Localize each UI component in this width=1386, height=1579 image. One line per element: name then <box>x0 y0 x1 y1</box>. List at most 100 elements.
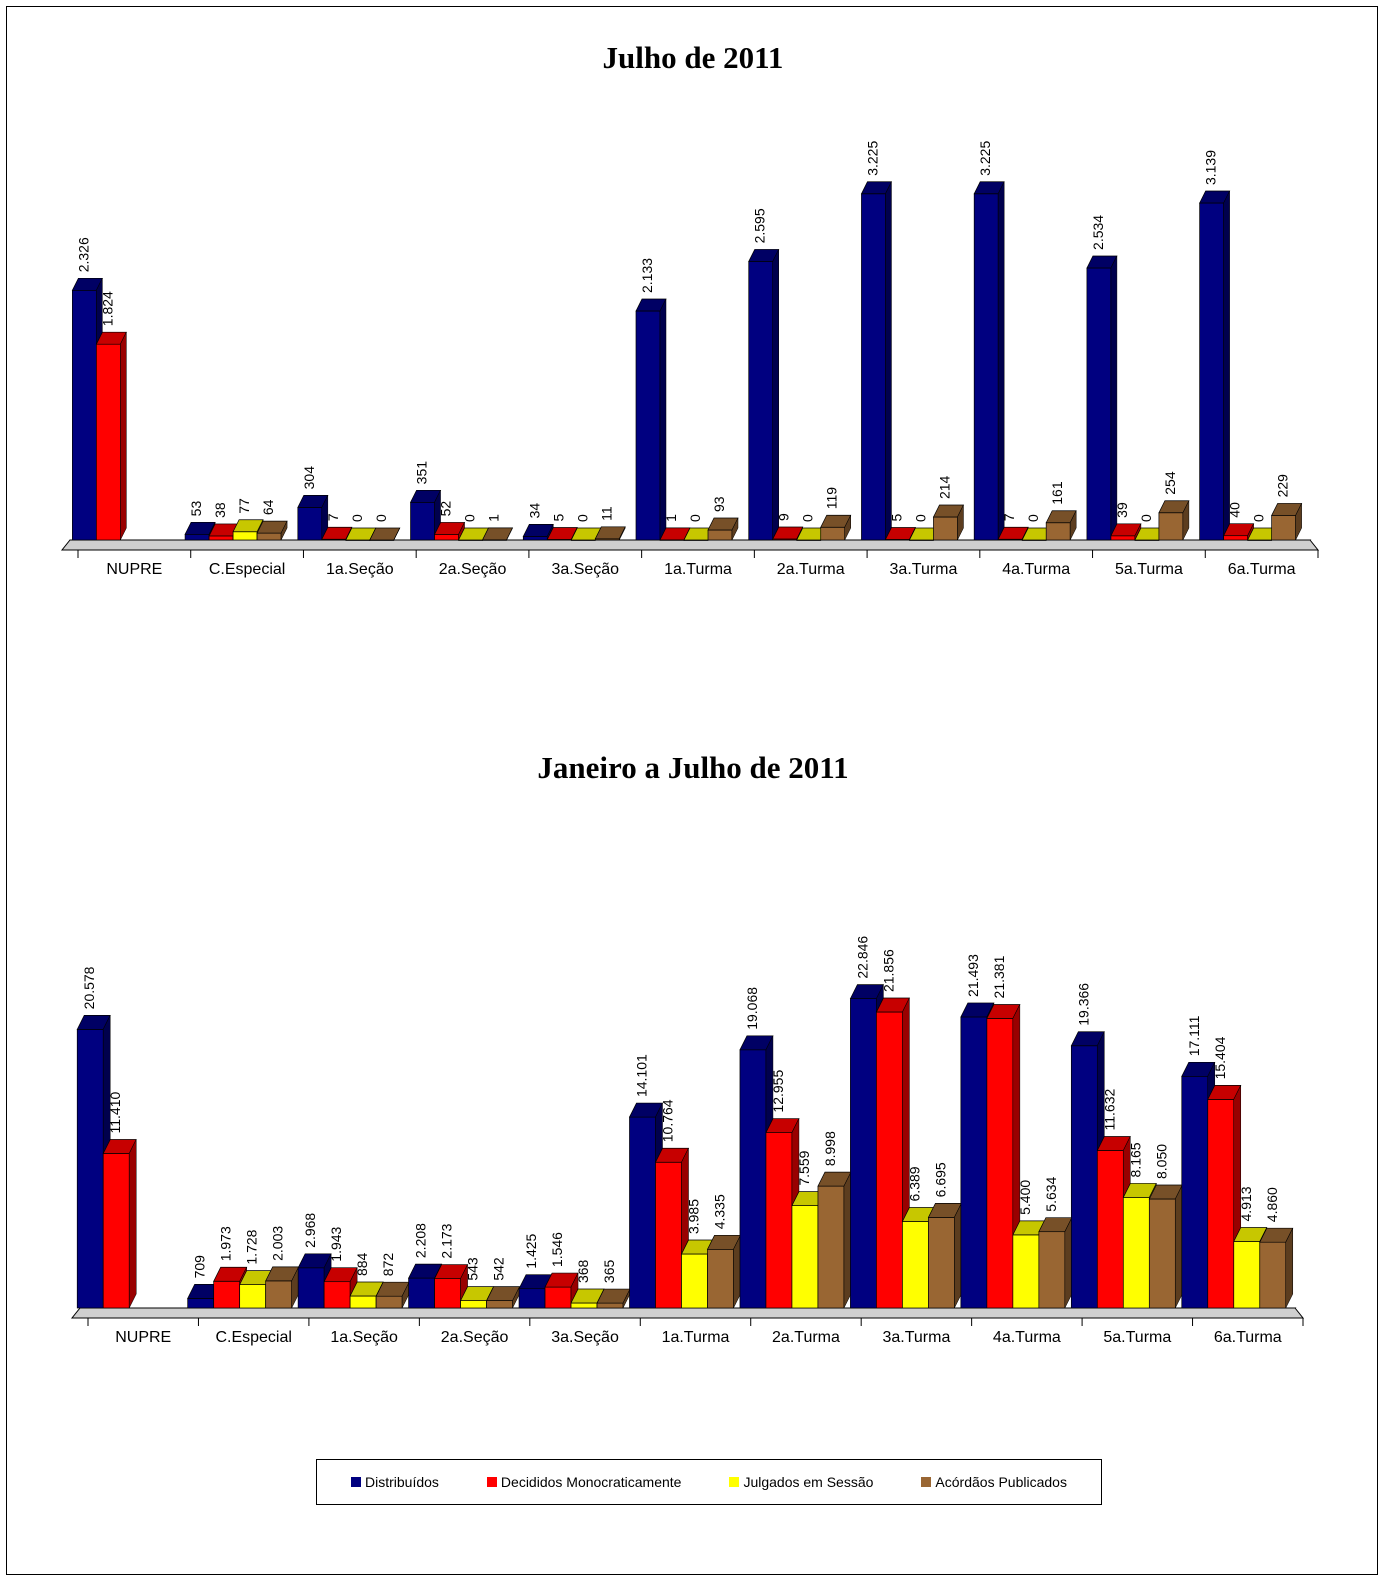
data-label: 214 <box>936 475 952 499</box>
bar-acordaos-publicados-side <box>1175 1184 1183 1309</box>
data-label: 11.410 <box>107 1091 123 1133</box>
bar-acordaos-publicados <box>1259 1241 1287 1309</box>
x-tick-label: C.Especial <box>215 1329 291 1346</box>
bar-acordaos-publicados <box>1038 1231 1066 1309</box>
x-tick-label: 1a.Seção <box>330 1329 398 1346</box>
bar-decididos-monocraticamente <box>213 1280 241 1309</box>
data-label: 8.050 <box>1153 1144 1169 1179</box>
x-tick-label: 4a.Turma <box>1002 561 1070 578</box>
bar-distribuidos <box>297 507 323 541</box>
bar-distribuidos <box>629 1116 656 1309</box>
bar-julgados-em-sessao <box>570 1302 598 1309</box>
bar-decididos-monocraticamente <box>765 1132 793 1309</box>
data-label: 1.425 <box>523 1233 539 1268</box>
data-label: 53 <box>188 501 204 517</box>
data-label: 11.632 <box>1101 1088 1117 1130</box>
data-label: 5.400 <box>1017 1180 1033 1215</box>
x-tick-label: 2a.Seção <box>441 1329 509 1346</box>
bar-distribuidos <box>960 1016 988 1309</box>
bar-acordaos-publicados-side <box>1182 500 1190 541</box>
data-label: 229 <box>1275 474 1291 498</box>
bar-acordaos-publicados <box>596 1302 624 1309</box>
bar-acordaos-publicados-side <box>957 504 964 541</box>
bar-julgados-em-sessao <box>460 1300 487 1309</box>
bar-julgados-em-sessao <box>1012 1234 1040 1309</box>
data-label: 2.595 <box>752 208 768 243</box>
data-label: 0 <box>373 514 389 522</box>
x-tick-label: 3a.Turma <box>890 561 958 578</box>
data-label: 14.101 <box>634 1054 650 1097</box>
data-label: 20.578 <box>81 966 97 1009</box>
chart-title-julho: Julho de 2011 <box>602 40 784 75</box>
data-label: 9 <box>776 513 792 521</box>
data-label: 4.860 <box>1264 1187 1280 1222</box>
bar-julgados-em-sessao <box>1233 1241 1261 1309</box>
bar-julgados-em-sessao <box>681 1253 708 1309</box>
data-label: 77 <box>236 498 252 514</box>
bar-acordaos-publicados-side <box>1285 1228 1294 1309</box>
x-tick-label: 2a.Seção <box>439 561 507 578</box>
bar-julgados-em-sessao <box>902 1221 929 1309</box>
data-label: 0 <box>1025 514 1041 522</box>
data-label: 1.824 <box>99 291 115 326</box>
data-label: 1.943 <box>328 1226 344 1261</box>
legend-swatch <box>729 1477 740 1487</box>
data-label: 1 <box>663 514 679 522</box>
bar-distribuidos <box>408 1277 435 1309</box>
bar-acordaos-publicados-side <box>393 527 401 541</box>
legend-label: Distribuídos <box>365 1474 439 1490</box>
data-label: 2.208 <box>413 1223 429 1258</box>
bar-distribuidos <box>187 1298 215 1309</box>
bar-acordaos-publicados <box>817 1185 845 1309</box>
bar-acordaos-publicados <box>1148 1198 1176 1309</box>
data-label: 40 <box>1227 502 1243 518</box>
x-tick-label: NUPRE <box>106 561 162 578</box>
legend-item-decididos: Decididos Monocraticamente <box>486 1474 681 1490</box>
data-label: 4.913 <box>1238 1186 1254 1221</box>
data-label: 0 <box>912 514 928 522</box>
bar-acordaos-publicados-side <box>619 526 626 541</box>
x-tick-label: 3a.Seção <box>551 1329 619 1346</box>
data-label: 161 <box>1049 481 1065 505</box>
bar-decididos-monocraticamente <box>544 1286 572 1309</box>
bar-decididos-monocraticamente <box>876 1011 903 1309</box>
bar-acordaos-publicados <box>707 1248 734 1309</box>
data-label: 365 <box>601 1259 617 1283</box>
data-label: 1.546 <box>549 1232 565 1267</box>
data-label: 39 <box>1114 502 1130 518</box>
x-tick-label: 2a.Turma <box>777 561 845 578</box>
data-label: 64 <box>260 499 276 515</box>
data-label: 542 <box>491 1257 507 1281</box>
bar-distribuidos <box>1181 1075 1209 1309</box>
bar-julgados-em-sessao <box>349 1295 377 1309</box>
legend: Distribuídos Decididos Monocraticamente … <box>316 1459 1102 1505</box>
data-label: 6.389 <box>906 1166 922 1201</box>
data-label: 34 <box>526 503 542 519</box>
data-label: 8.998 <box>822 1131 838 1166</box>
bar-distribuidos <box>739 1049 767 1309</box>
bar-decididos-monocraticamente <box>1096 1150 1124 1309</box>
bar-acordaos-publicados-side <box>280 521 288 541</box>
data-label: 543 <box>465 1257 481 1281</box>
data-label: 0 <box>800 514 816 522</box>
data-label: 7 <box>325 513 341 521</box>
bar-acordaos-publicados-side <box>1069 510 1077 541</box>
legend-swatch <box>486 1477 497 1487</box>
legend-swatch <box>351 1477 361 1487</box>
data-label: 93 <box>711 496 727 512</box>
legend-item-julgados: Julgados em Sessão <box>729 1474 873 1490</box>
bar-acordaos-publicados-side <box>1295 503 1302 541</box>
data-label: 0 <box>574 514 590 522</box>
bar-distribuidos <box>76 1028 104 1309</box>
bar-distribuidos <box>1199 202 1224 541</box>
bar-decididos-monocraticamente <box>655 1161 682 1309</box>
data-label: 119 <box>824 487 840 510</box>
bar-julgados-em-sessao <box>791 1205 819 1309</box>
x-tick-label: 5a.Turma <box>1103 1329 1171 1346</box>
data-label: 3.225 <box>864 141 880 176</box>
data-label: 0 <box>462 514 478 522</box>
legend-item-distribuidos: Distribuídos <box>351 1474 439 1490</box>
data-label: 5.634 <box>1043 1176 1059 1211</box>
x-tick-label: 1a.Turma <box>664 561 732 578</box>
data-label: 17.111 <box>1186 1015 1202 1056</box>
